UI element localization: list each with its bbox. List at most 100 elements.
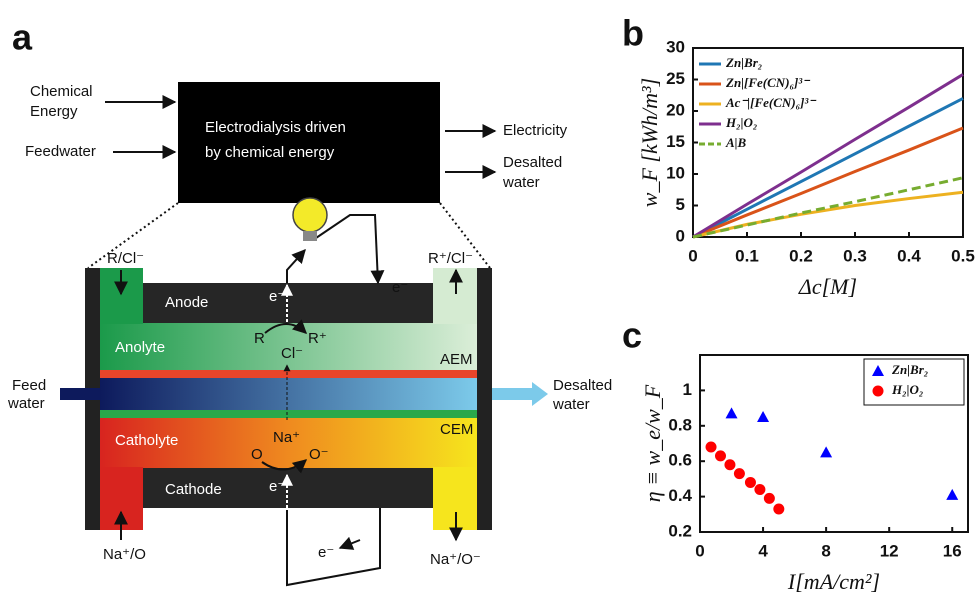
process-text: Electrodialysis driven [205, 119, 346, 136]
x-tick-label: 0.1 [735, 246, 759, 265]
input-label: Energy [30, 103, 78, 120]
y-tick-label: 5 [676, 195, 685, 214]
point [733, 468, 745, 480]
x-tick-label: 0.4 [897, 246, 921, 265]
y-axis-label: η ≡ w_e/w_F [640, 384, 665, 502]
cell-label: Cathode [165, 481, 222, 498]
species: Na⁺ [273, 429, 300, 446]
electron: e⁻ [269, 478, 285, 495]
x-tick-label: 16 [943, 541, 962, 560]
legend-box [863, 358, 965, 406]
legend-label: H₂|O₂ [725, 115, 757, 130]
y-tick-label: 25 [666, 69, 685, 88]
x-axis-label: Δc[M] [798, 274, 857, 299]
x-tick-label: 4 [758, 541, 768, 560]
species: O⁻ [309, 446, 329, 463]
aem [100, 370, 477, 378]
y-tick-label: 0.4 [668, 486, 692, 505]
wire [286, 248, 306, 283]
feed-label: water [7, 395, 45, 412]
arrow [261, 459, 308, 474]
line [692, 97, 964, 239]
x-tick-label: 0.2 [789, 246, 813, 265]
point [744, 476, 756, 488]
x-axis-label: I[mA/cm²] [787, 569, 880, 594]
zoom-line [87, 202, 179, 269]
point [820, 446, 833, 458]
point [757, 410, 770, 422]
x-tick-label: 0 [688, 246, 697, 265]
x-tick-label: 12 [880, 541, 899, 560]
wire [315, 214, 385, 285]
y-tick-label: 0 [676, 226, 685, 245]
cell-label: R⁺/Cl⁻ [428, 250, 473, 267]
output-label: Electricity [503, 122, 568, 139]
cell-label: Anode [165, 294, 208, 311]
point [763, 492, 775, 504]
channel [100, 378, 477, 410]
y-tick-label: 30 [666, 37, 685, 56]
arrow [264, 319, 308, 334]
legend-label: Zn|Br₂ [725, 55, 762, 70]
cell-label: AEM [440, 351, 473, 368]
cell-label: CEM [440, 421, 473, 438]
point [725, 407, 738, 419]
cem [100, 410, 477, 418]
legend-label: A|B [725, 135, 747, 150]
feed-label: Feed [12, 377, 46, 394]
bulb [292, 197, 328, 233]
y-tick-label: 0.2 [668, 521, 692, 540]
species: R [254, 330, 265, 347]
diagram: a Electrodialysis driven by chemical ene… [7, 17, 612, 587]
output-label: Desalted [503, 154, 562, 171]
point [714, 450, 726, 462]
cell-label: Na⁺/O [103, 546, 146, 563]
wire [338, 536, 361, 550]
desalted-label: Desalted [553, 377, 612, 394]
x-tick-label: 0.3 [843, 246, 867, 265]
line [692, 126, 964, 239]
y-tick-label: 0.6 [668, 451, 692, 470]
feed-pipe [60, 388, 100, 400]
outlet-arrow [492, 382, 548, 406]
electron: e⁻ [318, 544, 334, 561]
y-axis-label: w_F [kWh/m³] [637, 78, 662, 207]
input-label: Chemical [30, 83, 93, 100]
cell-label: Anolyte [115, 339, 165, 356]
plot-frame [699, 354, 969, 533]
cell-label: R/Cl⁻ [107, 250, 144, 267]
electron: e⁻ [392, 279, 408, 296]
point [705, 441, 717, 453]
legend-swatch [872, 385, 884, 397]
process-text: by chemical energy [205, 144, 335, 161]
y-tick-label: 15 [666, 132, 685, 151]
panel-label: b [622, 13, 644, 54]
catholyte [100, 418, 477, 469]
line [692, 73, 964, 239]
point [946, 488, 959, 500]
output-label: water [502, 174, 540, 191]
y-tick-label: 0.8 [668, 415, 692, 434]
cell-label: Catholyte [115, 432, 178, 449]
legend-label: H₂|O₂ [891, 382, 923, 397]
panel-label: a [12, 17, 33, 58]
legend-swatch [872, 365, 884, 376]
line [692, 176, 964, 239]
legend-label: Ac⁻|[Fe(CN)₆]³⁻ [725, 95, 817, 110]
point [773, 503, 785, 515]
x-tick-label: 8 [821, 541, 830, 560]
legend-label: Zn|[Fe(CN)₆]³⁻ [725, 75, 811, 90]
wire [286, 508, 381, 587]
species: Cl⁻ [281, 345, 303, 362]
anolyte [100, 322, 477, 372]
electron: e⁻ [269, 288, 285, 305]
point [754, 484, 766, 496]
process-box [178, 82, 440, 203]
y-tick-label: 1 [683, 380, 692, 399]
y-tick-label: 10 [666, 163, 685, 182]
input-label: Feedwater [25, 143, 96, 160]
wall [477, 268, 492, 530]
zoom-line [439, 202, 491, 269]
legend-label: Zn|Br₂ [891, 362, 928, 377]
